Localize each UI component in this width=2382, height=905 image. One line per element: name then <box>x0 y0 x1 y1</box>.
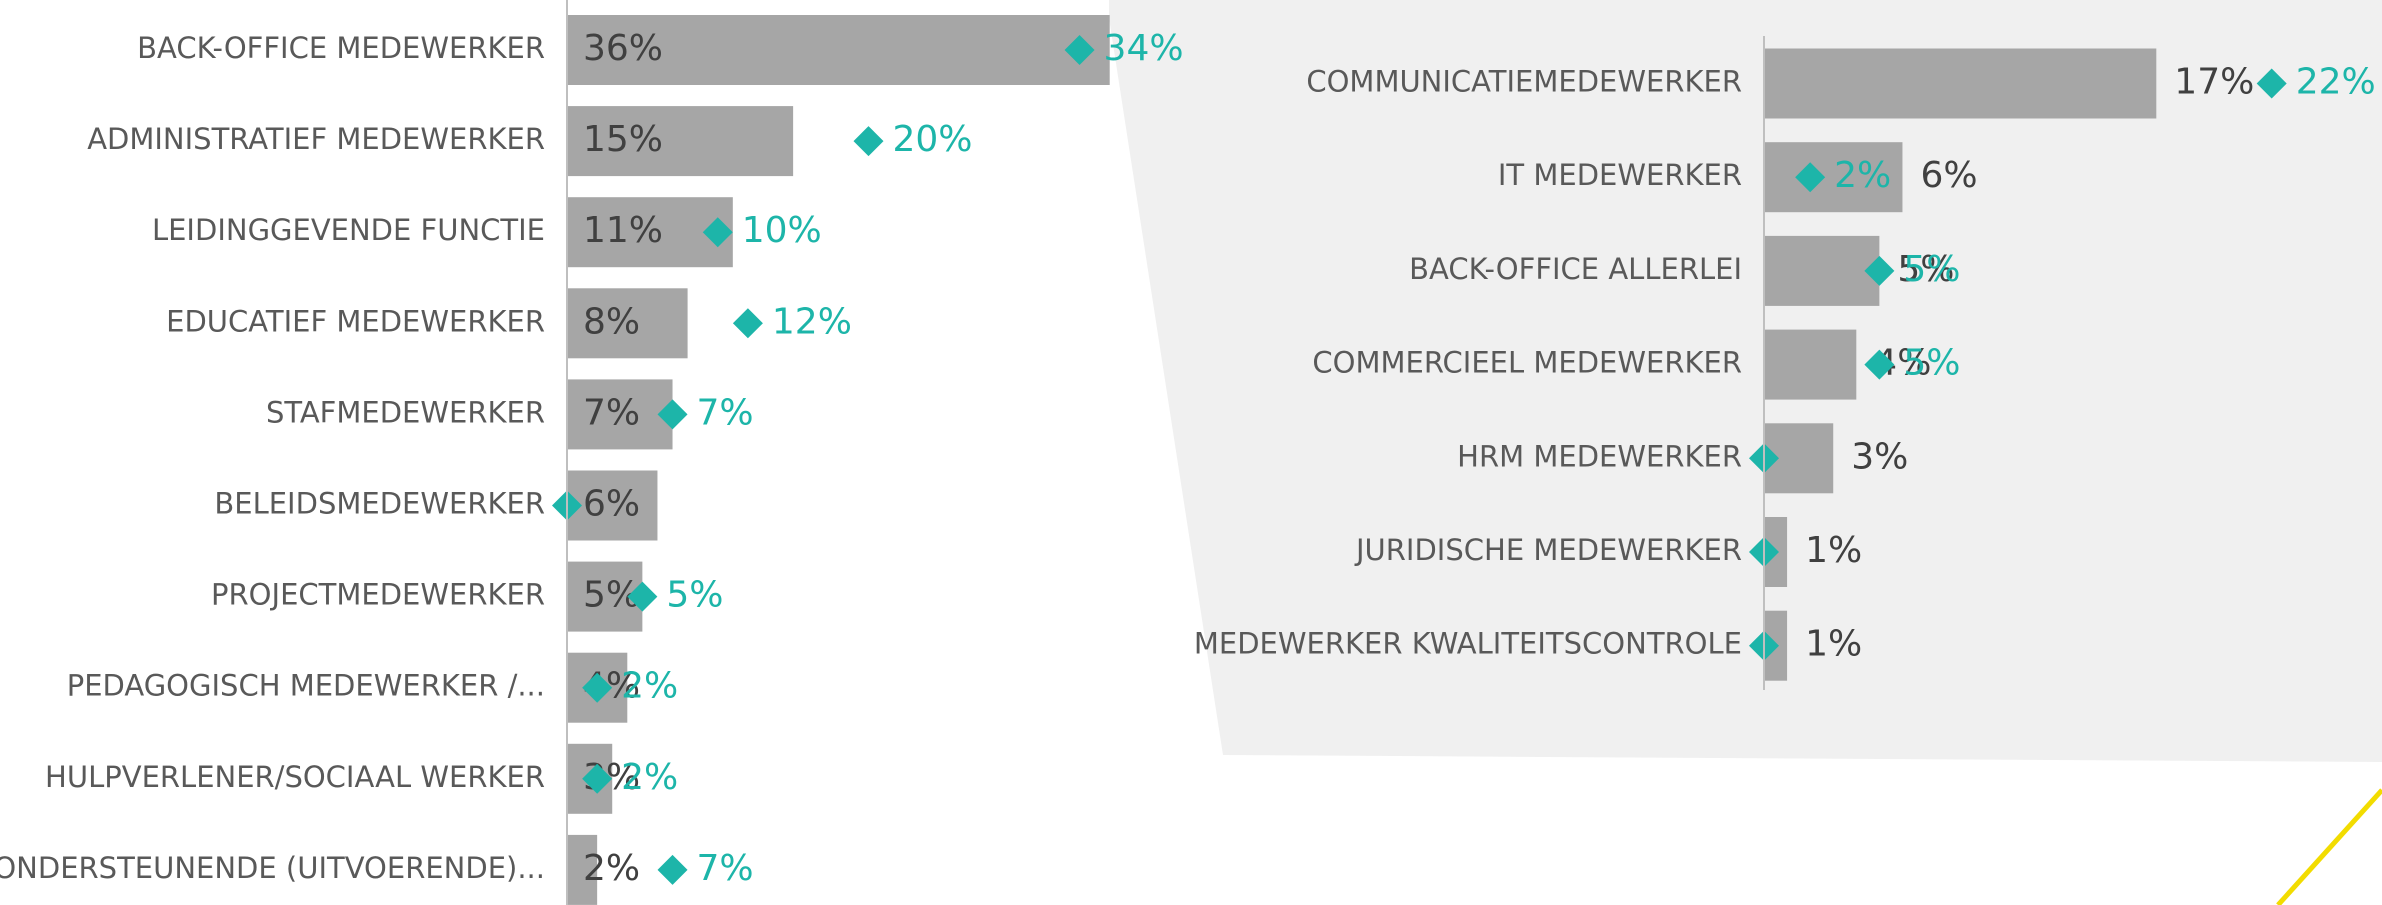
bar <box>567 379 673 450</box>
diamond-marker <box>2256 68 2287 99</box>
bar <box>1764 48 2157 119</box>
diamond-marker <box>582 672 613 703</box>
bar <box>567 470 658 541</box>
diamond-marker <box>1864 255 1895 286</box>
diamond-marker <box>702 217 733 248</box>
category-label: ADMINISTRATIEF MEDEWERKER <box>87 122 545 156</box>
bar-value-label: 36% <box>583 28 663 69</box>
marker-value-label: 5% <box>666 575 723 616</box>
category-label: COMMUNICATIEMEDEWERKER <box>1306 65 1742 99</box>
diamond-marker <box>1064 35 1095 65</box>
category-label: HRM MEDEWERKER <box>1457 439 1742 473</box>
marker-value-label: 12% <box>772 301 852 342</box>
diamond-marker <box>582 763 613 794</box>
marker-value-label: 5% <box>1903 249 1960 290</box>
bar-value-label: 6% <box>583 484 640 525</box>
marker-value-label: 2% <box>621 757 678 798</box>
bar <box>567 288 688 359</box>
diamond-marker <box>853 126 884 157</box>
category-label: BELEIDSMEDEWERKER <box>214 487 545 521</box>
category-label: STAFMEDEWERKER <box>266 395 545 429</box>
category-label: PEDAGOGISCH MEDEWERKER /... <box>67 669 545 703</box>
marker-value-label: 5% <box>1903 343 1960 384</box>
bar <box>1764 235 1880 306</box>
diamond-marker <box>627 581 658 612</box>
bar-value-label: 7% <box>583 392 640 433</box>
bar-value-label: 1% <box>1805 530 1862 571</box>
category-label: ONDERSTEUNENDE (UITVOERENDE)... <box>0 851 545 885</box>
bar-value-label: 8% <box>583 301 640 342</box>
diamond-marker <box>657 399 688 430</box>
zoom-panel <box>1109 0 2382 762</box>
marker-value-label: 2% <box>1834 155 1891 196</box>
category-label: BACK-OFFICE ALLERLEI <box>1409 252 1742 286</box>
category-label: MEDEWERKER KWALITEITSCONTROLE <box>1194 627 1742 661</box>
bar <box>1764 142 1903 213</box>
category-label: JURIDISCHE MEDEWERKER <box>1354 533 1742 567</box>
category-label: COMMERCIEEL MEDEWERKER <box>1312 346 1742 380</box>
marker-value-label: 10% <box>742 210 822 251</box>
bar-value-label: 6% <box>1920 155 1977 196</box>
category-label: IT MEDEWERKER <box>1498 158 1742 192</box>
diamond-marker <box>732 308 763 339</box>
category-label: EDUCATIEF MEDEWERKER <box>166 304 545 338</box>
marker-value-label: 2% <box>621 666 678 707</box>
bar-value-label: 1% <box>1805 624 1862 665</box>
category-label: HULPVERLENER/SOCIAAL WERKER <box>45 760 545 794</box>
bar-value-label: 5% <box>1897 249 1954 290</box>
bar-value-label: 17% <box>2174 62 2254 103</box>
bar <box>567 106 794 177</box>
marker-value-label: 22% <box>2296 62 2376 103</box>
diamond-marker <box>1864 349 1895 380</box>
category-label: PROJECTMEDEWERKER <box>211 578 545 612</box>
bar-value-label: 11% <box>583 210 663 251</box>
marker-value-label: 20% <box>893 119 973 160</box>
marker-value-label: 7% <box>697 392 754 433</box>
category-label: LEIDINGGEVENDE FUNCTIE <box>152 213 545 247</box>
bar <box>567 834 598 905</box>
marker-value-label: 34% <box>1104 28 1184 69</box>
bar <box>567 15 1110 85</box>
bar-value-label: 3% <box>1851 436 1908 477</box>
diamond-marker <box>1795 162 1826 193</box>
marker-value-label: 7% <box>697 848 754 889</box>
diamond-marker <box>657 854 688 885</box>
accent-line <box>2276 788 2382 905</box>
bar <box>1764 329 1857 400</box>
bar-value-label: 15% <box>583 119 663 160</box>
category-label: BACK-OFFICE MEDEWERKER <box>137 31 545 65</box>
bar-value-label: 2% <box>583 848 640 889</box>
